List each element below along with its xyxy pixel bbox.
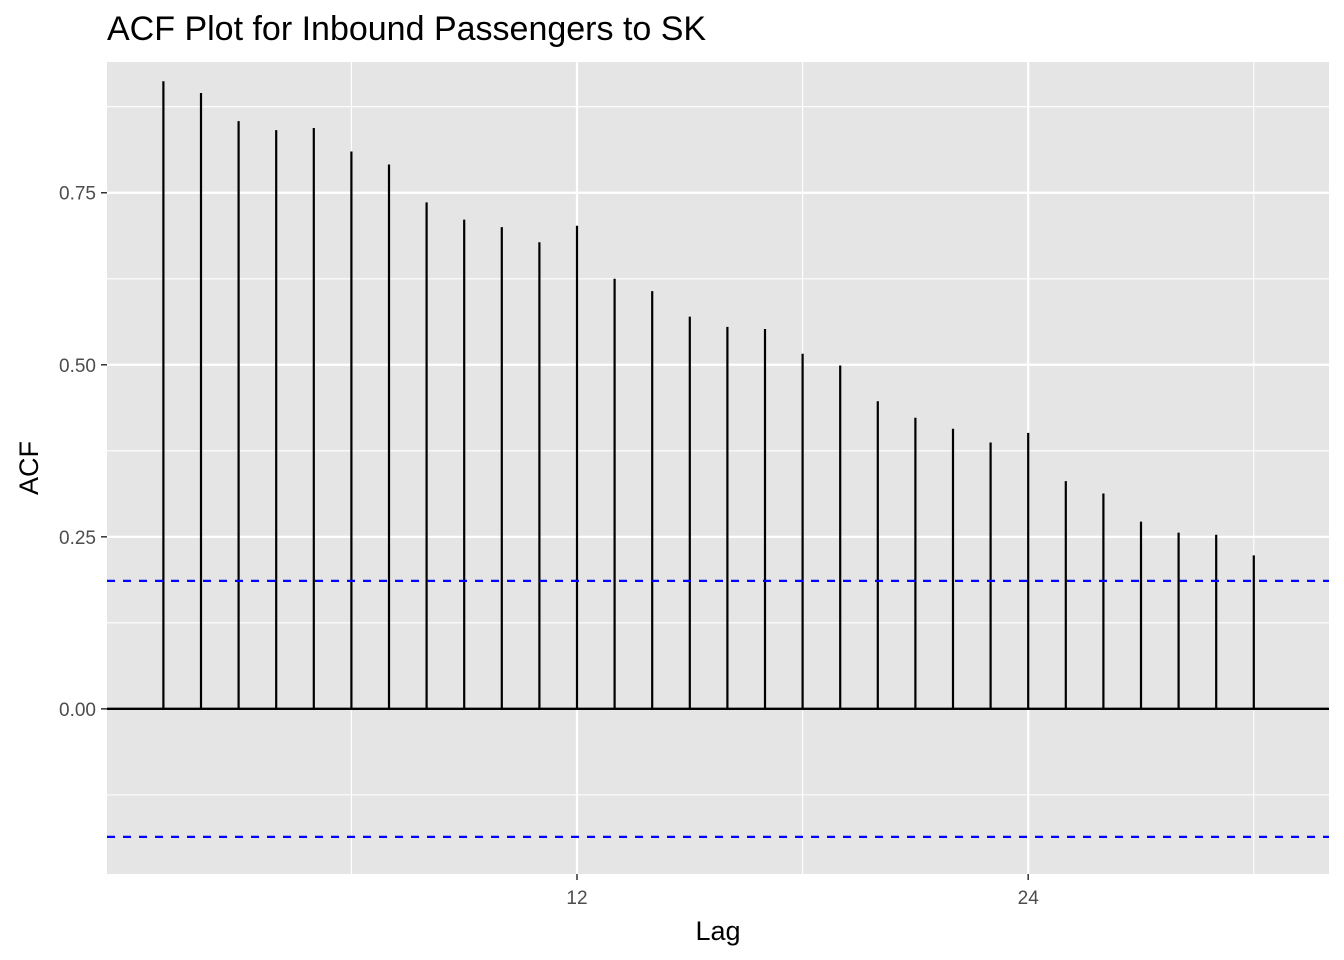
y-tick-label: 0.50 bbox=[59, 356, 96, 377]
x-tick-label: 12 bbox=[566, 888, 587, 909]
x-axis-ticks: 12 24 bbox=[566, 874, 1039, 909]
y-tick-label: 0.25 bbox=[59, 528, 96, 549]
y-tick-label: 0.75 bbox=[59, 184, 96, 205]
y-axis-title: ACF bbox=[14, 441, 44, 495]
y-axis-ticks: 0.00 0.25 0.50 0.75 bbox=[59, 184, 107, 721]
chart-title: ACF Plot for Inbound Passengers to SK bbox=[107, 10, 706, 48]
acf-bars bbox=[162, 81, 1255, 709]
plot-panel bbox=[107, 62, 1329, 874]
x-tick-label: 24 bbox=[1018, 888, 1040, 909]
x-axis-title: Lag bbox=[695, 916, 740, 946]
y-tick-label: 0.00 bbox=[59, 700, 96, 721]
